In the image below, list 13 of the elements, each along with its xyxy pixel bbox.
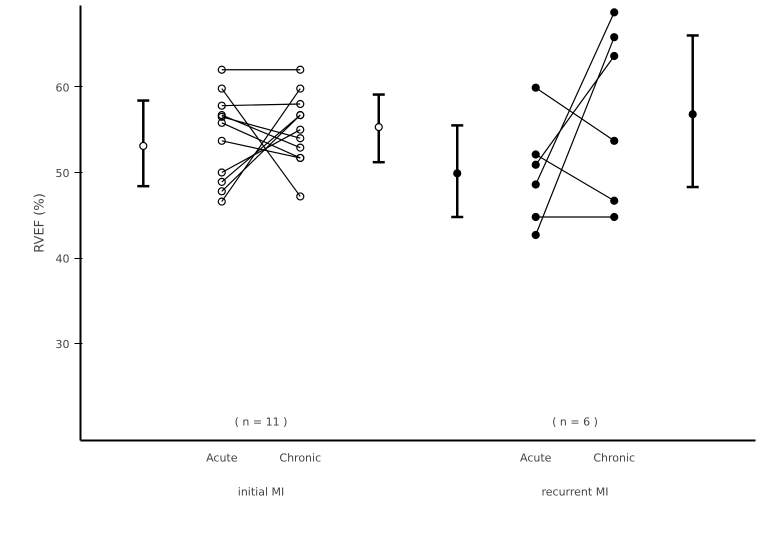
- x-tick-label: Chronic: [279, 452, 322, 464]
- x-tick-label: Acute: [206, 452, 238, 464]
- x-tick-label: Chronic: [593, 452, 636, 464]
- y-axis-title: RVEF (%): [32, 193, 48, 253]
- y-tick-label: 30: [56, 338, 70, 352]
- y-tick-label: 60: [56, 81, 70, 94]
- text: recurrent MI: [541, 486, 608, 498]
- y-tick-label: 40: [56, 252, 70, 266]
- annotation: ( n = 11 ): [234, 416, 288, 428]
- annotation: ( n = 6 ): [552, 416, 598, 428]
- y-tick-label: 50: [56, 166, 70, 180]
- text: initial MI: [238, 486, 284, 498]
- x-tick-label: Acute: [520, 452, 552, 464]
